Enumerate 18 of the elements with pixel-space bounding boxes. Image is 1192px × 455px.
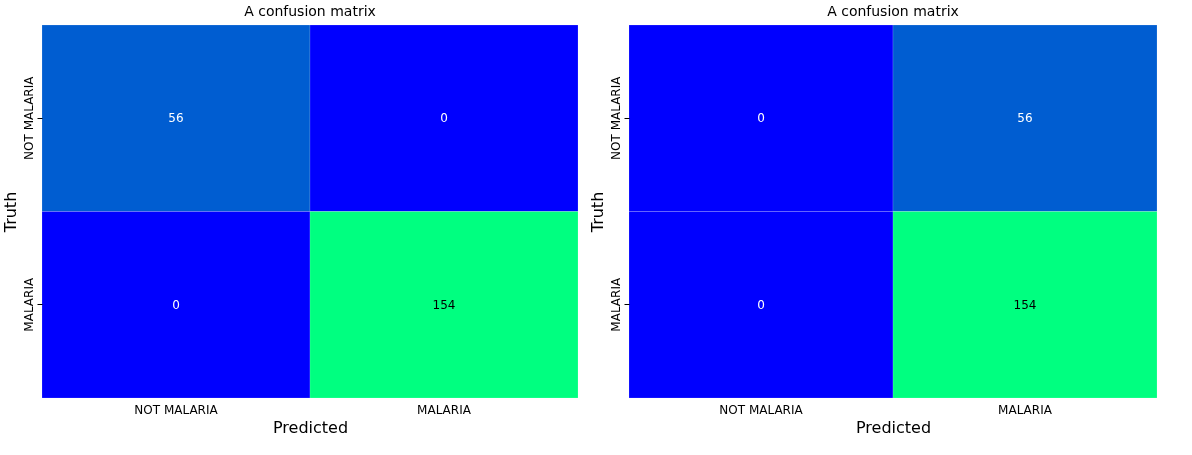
x-tick-label: MALARIA bbox=[998, 402, 1053, 417]
data-label: 154 bbox=[432, 297, 456, 312]
data-label: 0 bbox=[172, 297, 180, 312]
x-tick-label: NOT MALARIA bbox=[719, 402, 804, 417]
x-tick-label: MALARIA bbox=[417, 402, 472, 417]
data-label: 0 bbox=[440, 111, 448, 126]
chart-title: A confusion matrix bbox=[827, 2, 959, 19]
data-label: 56 bbox=[1017, 111, 1033, 126]
y-axis-title: Truth bbox=[587, 191, 607, 234]
data-label: 154 bbox=[1013, 297, 1037, 312]
x-axis-title: Predicted bbox=[272, 417, 349, 437]
x-axis-title: Predicted bbox=[855, 417, 932, 437]
chart-title: A confusion matrix bbox=[244, 2, 376, 19]
x-tick-label: NOT MALARIA bbox=[134, 402, 219, 417]
data-label: 0 bbox=[757, 297, 765, 312]
y-axis-title: Truth bbox=[0, 191, 20, 234]
data-label: 56 bbox=[168, 111, 184, 126]
data-label: 0 bbox=[757, 111, 765, 126]
